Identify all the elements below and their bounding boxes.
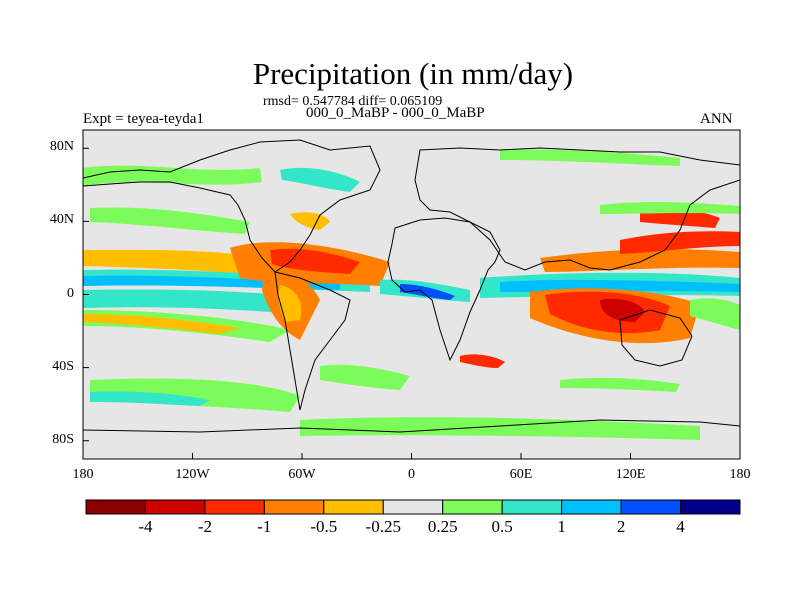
lat-tick-label: 40N [49,212,74,228]
lat-tick-label: 40S [52,358,74,374]
rmsd-diff-stats: rmsd= 0.547784 diff= 0.065109 [263,94,443,109]
colorbar-swatch [382,499,444,515]
colorbar-swatch [561,499,622,515]
coastlines [83,139,740,433]
colorbar-swatch [442,499,503,515]
colorbar-swatch [501,499,563,515]
colorbar-swatch [144,499,206,515]
colorbar-tick-label: -4 [138,517,153,536]
chart-subtitle: 000_0_MaBP - 000_0_MaBP [306,105,485,121]
map-field [83,130,740,459]
colorbar-tick-label: -2 [197,517,212,536]
colorbar-tick-label: 2 [616,517,626,536]
lat-tick-label: 0 [67,285,74,301]
colorbar-tick-label: 0.5 [491,517,513,536]
lon-tick-label: 180 [729,467,751,482]
colorbar-tick-label: -1 [257,517,272,536]
colorbar-tick-label: 1 [557,517,566,536]
lon-tick-label: 60E [509,467,533,482]
lon-tick-label: 0 [408,467,415,482]
lon-tick-label: 120W [175,467,210,482]
anomaly-field [83,149,740,440]
colorbar-tick-label: -0.5 [310,517,338,536]
lon-tick-label: 60W [288,467,316,482]
chart-title: Precipitation (in mm/day) [252,56,574,91]
colorbar-tick-label: 0.25 [427,517,458,536]
season-label: ANN [700,111,733,127]
colorbar-swatch [85,499,146,515]
colorbar-tick-label: -0.25 [365,517,401,536]
experiment-label: Expt = teyea-teyda1 [83,111,204,127]
colorbar-swatch [680,499,741,515]
colorbar-swatch [323,499,384,515]
colorbar-swatch [620,499,682,515]
lon-tick-label: 180 [72,467,94,482]
lat-tick-label: 80S [52,431,74,447]
axis-ticks [82,147,741,459]
colorbar-tick-label: 4 [676,517,685,536]
lon-tick-label: 120E [615,467,646,482]
colorbar-swatch [204,499,265,515]
colorbar [85,499,741,515]
colorbar-swatch [263,499,325,515]
lat-tick-label: 80N [49,139,74,155]
